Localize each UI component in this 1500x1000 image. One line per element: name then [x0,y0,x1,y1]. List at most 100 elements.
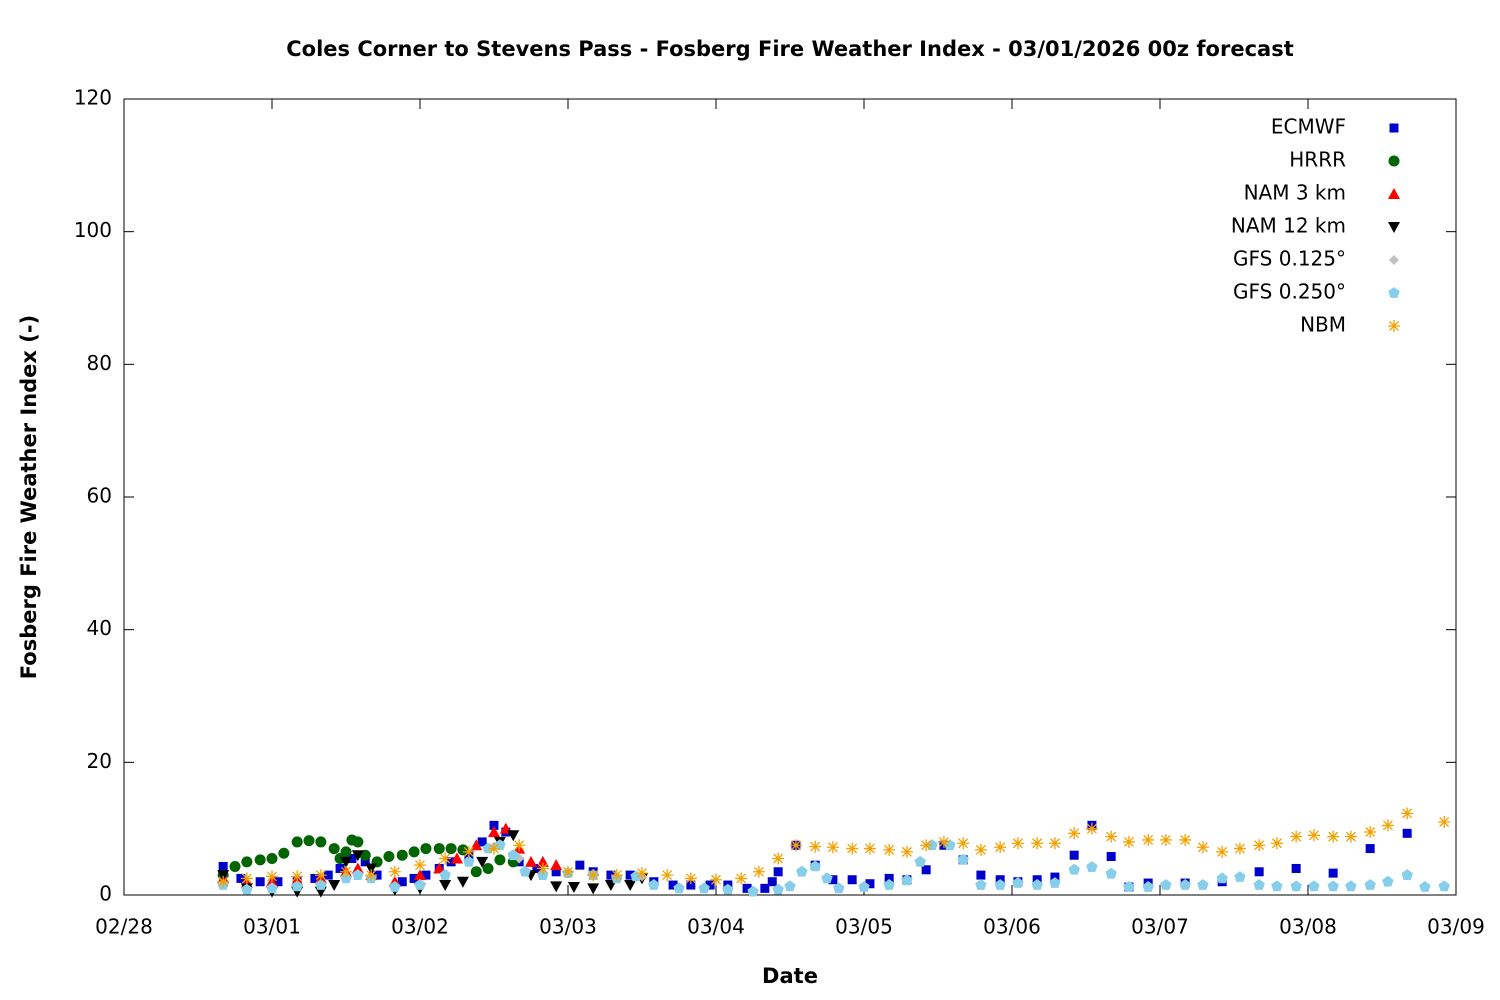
data-point [1327,880,1339,892]
data-point [489,820,499,830]
data-point [767,877,777,887]
data-point [240,872,253,885]
data-point [668,880,678,890]
x-axis-label: Date [762,964,818,988]
chart-title: Coles Corner to Stevens Pass - Fosberg F… [286,37,1293,61]
data-point [742,883,752,893]
data-point [1438,880,1450,892]
data-point [1068,827,1081,840]
data-point [241,883,253,895]
data-point [828,875,838,885]
data-point [1160,879,1172,890]
data-point [636,867,648,880]
data-point [722,883,734,895]
data-point [624,880,637,892]
data-point [241,856,253,868]
data-point [587,869,600,882]
data-point [365,869,378,882]
legend-label: GFS 0.250° [1233,280,1346,304]
data-point [315,836,327,848]
x-tick-label: 03/07 [1131,915,1189,939]
data-point [291,836,303,848]
data-point [266,853,278,865]
data-point [476,856,489,868]
data-point [1106,852,1116,862]
data-point [351,850,364,862]
data-point [340,846,352,858]
data-point [229,860,241,872]
data-point [1011,837,1024,850]
data-point [920,839,933,852]
legend-marker [1388,155,1400,167]
data-point [1197,879,1209,890]
data-point [278,847,290,859]
data-point [1031,837,1044,850]
data-point [796,865,808,877]
data-point [747,885,759,897]
data-point [673,882,685,894]
data-point [809,860,821,872]
data-point [974,843,987,856]
data-point [389,881,401,892]
data-point [1105,830,1118,843]
data-point [901,874,913,886]
data-point [1216,872,1228,884]
x-tick-label: 02/28 [95,915,153,939]
data-point [773,867,783,877]
data-point [1308,880,1320,892]
data-point [1290,830,1303,843]
data-point [1179,879,1191,890]
data-point [784,880,796,892]
data-point [1216,845,1229,858]
data-point [451,852,463,864]
x-tick-label: 03/05 [835,915,893,939]
data-point [976,870,986,880]
legend-marker [1388,222,1400,233]
data-point [421,870,431,880]
data-point [328,843,340,855]
data-point [567,882,580,894]
data-point [1364,879,1376,890]
data-point [975,879,987,890]
data-point [397,877,407,887]
data-point [365,863,378,875]
data-point [809,840,822,853]
data-point [396,849,408,861]
data-point [439,852,452,865]
data-point [575,860,585,870]
data-point [1086,861,1098,872]
data-point [821,872,833,884]
data-point [1364,825,1377,838]
data-point [610,869,623,882]
data-point [1048,837,1061,850]
data-point [562,865,574,878]
data-point [625,870,635,880]
data-point [858,881,870,892]
x-tick-label: 03/04 [687,915,745,939]
data-point [1328,868,1338,878]
data-point [550,859,563,871]
data-point [340,865,352,878]
data-point [328,880,341,892]
legend-marker [1388,188,1400,199]
data-point [408,846,420,858]
data-point [445,843,457,855]
data-point [525,855,537,867]
data-point [957,837,970,850]
data-point [847,875,857,885]
y-tick-label: 80 [87,351,112,375]
data-point [826,841,839,854]
data-point [1344,830,1357,843]
data-point [273,877,283,887]
data-point [433,843,445,855]
data-point [1196,841,1209,854]
data-point [1253,879,1265,890]
data-point [900,845,913,858]
series [217,807,1451,888]
data-point [994,841,1007,854]
data-point [383,851,395,863]
data-point [1291,863,1301,873]
data-point [1438,816,1451,829]
data-point [360,857,370,867]
